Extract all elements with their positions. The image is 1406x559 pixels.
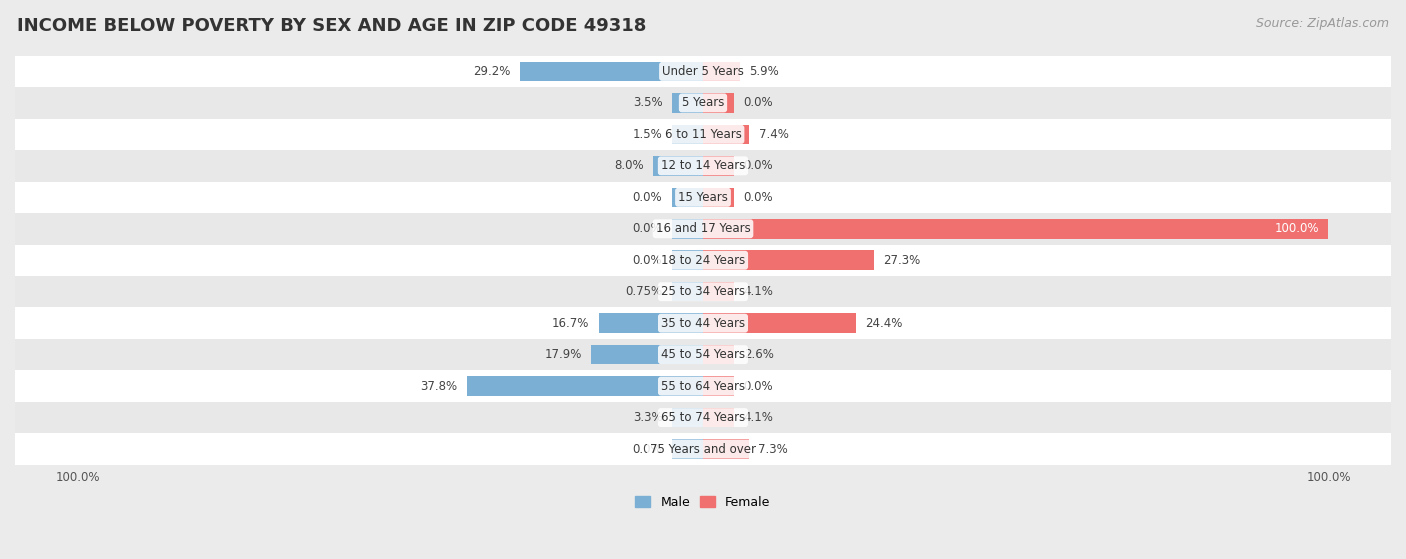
Bar bbox=[703, 219, 1329, 239]
Text: 0.0%: 0.0% bbox=[633, 254, 662, 267]
Bar bbox=[703, 439, 748, 459]
Bar bbox=[703, 314, 856, 333]
Text: 17.9%: 17.9% bbox=[544, 348, 582, 361]
Bar bbox=[672, 219, 703, 239]
Bar bbox=[703, 250, 873, 270]
Bar bbox=[15, 276, 1391, 307]
Text: 2.6%: 2.6% bbox=[744, 348, 773, 361]
Text: 4.1%: 4.1% bbox=[744, 285, 773, 298]
Text: 5.9%: 5.9% bbox=[749, 65, 779, 78]
Bar bbox=[15, 182, 1391, 213]
Bar bbox=[15, 213, 1391, 244]
Bar bbox=[703, 408, 734, 427]
Text: 1.5%: 1.5% bbox=[633, 128, 662, 141]
Legend: Male, Female: Male, Female bbox=[630, 491, 776, 514]
Text: Under 5 Years: Under 5 Years bbox=[662, 65, 744, 78]
Bar bbox=[15, 244, 1391, 276]
Bar bbox=[703, 345, 734, 364]
Text: 37.8%: 37.8% bbox=[420, 380, 457, 392]
Bar bbox=[15, 402, 1391, 433]
Text: 27.3%: 27.3% bbox=[883, 254, 921, 267]
Bar bbox=[15, 371, 1391, 402]
Text: 3.5%: 3.5% bbox=[633, 96, 662, 110]
Text: 15 Years: 15 Years bbox=[678, 191, 728, 204]
Text: 75 Years and over: 75 Years and over bbox=[650, 443, 756, 456]
Bar bbox=[15, 56, 1391, 87]
Bar bbox=[15, 87, 1391, 119]
Text: 7.3%: 7.3% bbox=[758, 443, 787, 456]
Text: Source: ZipAtlas.com: Source: ZipAtlas.com bbox=[1256, 17, 1389, 30]
Bar bbox=[15, 339, 1391, 371]
Text: 0.75%: 0.75% bbox=[626, 285, 662, 298]
Text: 3.3%: 3.3% bbox=[633, 411, 662, 424]
Text: 25 to 34 Years: 25 to 34 Years bbox=[661, 285, 745, 298]
Text: 7.4%: 7.4% bbox=[759, 128, 789, 141]
Bar bbox=[672, 250, 703, 270]
Bar bbox=[672, 93, 703, 113]
Bar bbox=[15, 150, 1391, 182]
Text: 0.0%: 0.0% bbox=[633, 222, 662, 235]
Text: INCOME BELOW POVERTY BY SEX AND AGE IN ZIP CODE 49318: INCOME BELOW POVERTY BY SEX AND AGE IN Z… bbox=[17, 17, 647, 35]
Bar bbox=[15, 433, 1391, 465]
Bar bbox=[672, 188, 703, 207]
Bar bbox=[672, 408, 703, 427]
Text: 24.4%: 24.4% bbox=[865, 316, 903, 330]
Bar bbox=[703, 376, 734, 396]
Bar bbox=[467, 376, 703, 396]
Bar bbox=[520, 61, 703, 81]
Text: 0.0%: 0.0% bbox=[744, 159, 773, 172]
Text: 45 to 54 Years: 45 to 54 Years bbox=[661, 348, 745, 361]
Text: 8.0%: 8.0% bbox=[614, 159, 644, 172]
Bar bbox=[703, 93, 734, 113]
Text: 55 to 64 Years: 55 to 64 Years bbox=[661, 380, 745, 392]
Text: 0.0%: 0.0% bbox=[744, 96, 773, 110]
Text: 18 to 24 Years: 18 to 24 Years bbox=[661, 254, 745, 267]
Text: 35 to 44 Years: 35 to 44 Years bbox=[661, 316, 745, 330]
Bar bbox=[703, 156, 734, 176]
Bar bbox=[703, 188, 734, 207]
Text: 16.7%: 16.7% bbox=[551, 316, 589, 330]
Text: 0.0%: 0.0% bbox=[744, 191, 773, 204]
Bar bbox=[15, 307, 1391, 339]
Bar bbox=[652, 156, 703, 176]
Text: 0.0%: 0.0% bbox=[633, 443, 662, 456]
Text: 29.2%: 29.2% bbox=[474, 65, 510, 78]
Text: 100.0%: 100.0% bbox=[1275, 222, 1319, 235]
Bar bbox=[591, 345, 703, 364]
Text: 16 and 17 Years: 16 and 17 Years bbox=[655, 222, 751, 235]
Bar bbox=[703, 125, 749, 144]
Bar bbox=[672, 439, 703, 459]
Text: 5 Years: 5 Years bbox=[682, 96, 724, 110]
Text: 6 to 11 Years: 6 to 11 Years bbox=[665, 128, 741, 141]
Bar bbox=[703, 282, 734, 301]
Text: 0.0%: 0.0% bbox=[633, 191, 662, 204]
Text: 4.1%: 4.1% bbox=[744, 411, 773, 424]
Bar bbox=[703, 61, 740, 81]
Bar bbox=[15, 119, 1391, 150]
Text: 65 to 74 Years: 65 to 74 Years bbox=[661, 411, 745, 424]
Bar bbox=[672, 125, 703, 144]
Bar bbox=[672, 282, 703, 301]
Text: 12 to 14 Years: 12 to 14 Years bbox=[661, 159, 745, 172]
Text: 0.0%: 0.0% bbox=[744, 380, 773, 392]
Bar bbox=[599, 314, 703, 333]
